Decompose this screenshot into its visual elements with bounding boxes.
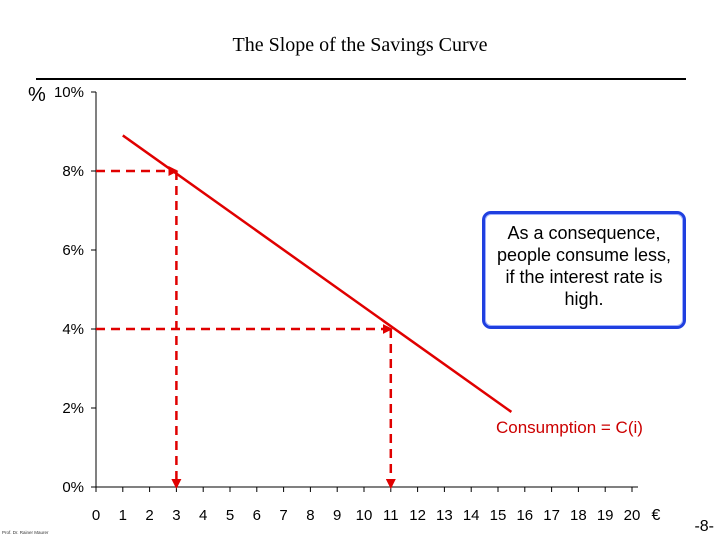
x-tick-label: 2 [145,507,153,524]
x-tick-label: 12 [409,507,426,524]
y-axis-unit-label: % [28,84,46,106]
y-tick-label: 4% [62,321,84,338]
x-tick-label: 19 [597,507,614,524]
y-tick-label: 2% [62,400,84,417]
x-tick-label: 0 [92,507,100,524]
x-tick-label: 9 [333,507,341,524]
y-tick-label: 8% [62,163,84,180]
page-number: -8- [694,518,714,535]
x-tick-label: 15 [490,507,507,524]
x-tick-label: 11 [383,507,399,524]
x-tick-label: 18 [570,507,587,524]
x-tick-label: 6 [253,507,261,524]
x-tick-label: 4 [199,507,207,524]
chart-ticks: 0%2%4%6%8%10%0 1 2 3 4 5 6 7 8 9 10 11 12 13 14 15 16 17 1… [54,84,661,524]
x-tick-label: 8 [306,507,314,524]
x-tick-label: 13 [436,507,453,524]
x-tick-label: 16 [516,507,533,524]
x-tick-label: 3 [172,507,180,524]
explanation-callout: As a consequence, people consume less, i… [482,211,686,329]
consumption-curve-label: Consumption = C(i) [496,418,643,437]
y-tick-label: 6% [62,242,84,259]
chart-guide-arrows [96,166,396,489]
chart-axes [95,92,638,488]
x-tick-label: 1 [119,507,127,524]
x-tick-label: 10 [356,507,373,524]
x-tick-label: 14 [463,507,480,524]
title-divider [36,78,686,80]
x-tick-label: 17 [543,507,560,524]
y-tick-label: 10% [54,84,84,101]
footer-author: Prof. Dr. Rainer Maurer [2,530,49,535]
chart-series [122,134,513,413]
y-tick-label: 0% [62,479,84,496]
x-tick-label: 5 [226,507,234,524]
slide-title: The Slope of the Savings Curve [232,34,488,56]
x-tick-label: 20 [624,507,641,524]
x-axis-unit-label: € [652,507,661,524]
consumption-curve-line [122,134,513,413]
x-tick-label: 7 [279,507,287,524]
